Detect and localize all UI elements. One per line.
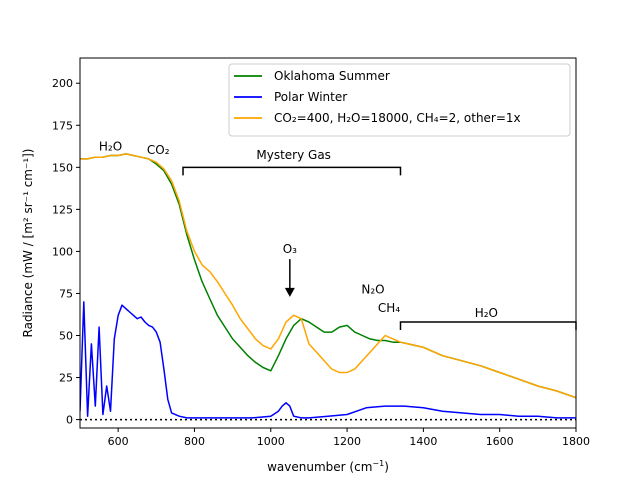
annotation-co2: CO₂ <box>147 143 170 157</box>
x-tick-label: 800 <box>184 435 205 448</box>
y-tick-label: 100 <box>52 245 73 258</box>
y-tick-label: 175 <box>52 119 73 132</box>
legend: Oklahoma Summer Polar Winter CO₂=400, H₂O=… <box>228 63 571 137</box>
legend-label-0: Oklahoma Summer <box>274 69 390 83</box>
bracket-h2o-right <box>399 321 577 331</box>
x-tick-label: 1600 <box>486 435 514 448</box>
x-tick-label: 600 <box>108 435 129 448</box>
x-axis-ticks: 600 800 1000 1200 1400 1600 1800 <box>108 428 590 448</box>
y-tick-label: 200 <box>52 77 73 90</box>
y-tick-label: 0 <box>66 414 73 427</box>
plot-lines <box>80 153 576 419</box>
y-tick-label: 50 <box>59 330 73 343</box>
x-tick-label: 1000 <box>257 435 285 448</box>
x-axis-label: wavenumber (cm−1) <box>267 459 389 474</box>
annotation-mystery-gas: Mystery Gas <box>256 148 331 162</box>
series-line-2 <box>80 153 576 399</box>
annotation-n2o: N₂O <box>361 282 384 296</box>
series-line-0 <box>80 153 576 399</box>
legend-label-2: CO₂=400, H₂O=18000, CH₄=2, other=1x <box>274 111 521 125</box>
arrow-head-o3 <box>284 287 295 297</box>
annotation-h2o-right: H₂O <box>475 306 498 320</box>
x-axis-label-superscript: −1 <box>372 459 384 468</box>
x-tick-label: 1800 <box>562 435 590 448</box>
y-axis-ticks: 0 25 50 75 100 125 150 175 200 <box>52 77 80 427</box>
legend-label-1: Polar Winter <box>274 90 347 104</box>
bracket-mystery-gas <box>182 166 402 176</box>
legend-frame <box>228 63 571 137</box>
annotation-ch4: CH₄ <box>378 301 400 315</box>
x-tick-label: 1200 <box>333 435 361 448</box>
y-tick-label: 25 <box>59 372 73 385</box>
x-tick-label: 1400 <box>409 435 437 448</box>
annotations: H₂O CO₂ Mystery Gas O₃ N₂O CH₄ H₂O <box>99 140 577 331</box>
series-line-1 <box>80 301 576 419</box>
plot-frame <box>79 57 577 429</box>
annotation-o3: O₃ <box>283 242 297 256</box>
annotation-h2o-left: H₂O <box>99 140 122 154</box>
y-tick-label: 150 <box>52 161 73 174</box>
y-axis-label: Radiance (mW / [m² sr⁻¹ cm⁻¹]) <box>21 149 35 338</box>
y-tick-label: 75 <box>59 287 73 300</box>
y-tick-label: 125 <box>52 203 73 216</box>
